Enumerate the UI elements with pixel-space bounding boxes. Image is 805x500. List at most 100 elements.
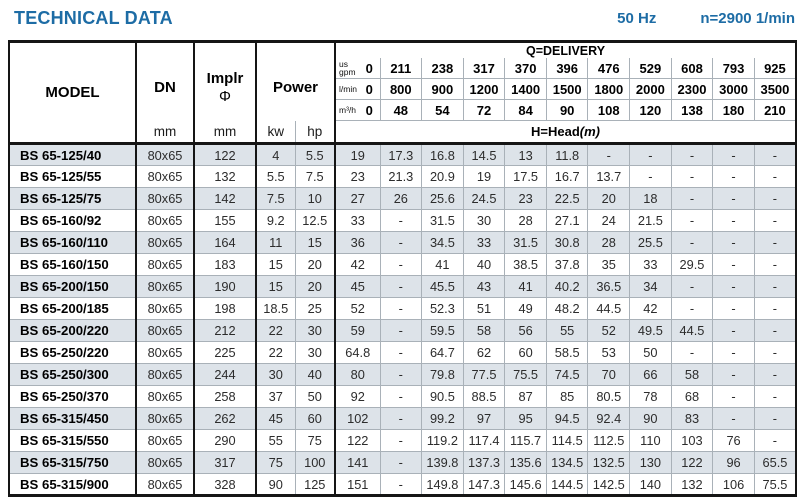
hp-cell: 10 bbox=[294, 187, 336, 210]
head-cell: 132.5 bbox=[587, 451, 630, 474]
kw-cell: 75 bbox=[255, 451, 295, 474]
head-cell: 130 bbox=[629, 451, 672, 474]
head-cell: - bbox=[753, 209, 796, 232]
head-cell: - bbox=[379, 407, 422, 430]
delivery-value: 3500 bbox=[753, 78, 796, 100]
kw-cell: 7.5 bbox=[255, 187, 295, 210]
delivery-value: 84 bbox=[504, 99, 547, 121]
hp-cell: 100 bbox=[294, 451, 336, 474]
head-cell: 141 bbox=[334, 451, 381, 474]
impeller-cell: 317 bbox=[193, 451, 256, 474]
head-cell: 144.5 bbox=[545, 473, 588, 496]
head-cell: 49.5 bbox=[629, 319, 672, 342]
table-header: MODEL DN Implr Φ Power Q=DELIVERY us gpm 0… bbox=[9, 41, 796, 145]
delivery-value: 317 bbox=[462, 58, 505, 79]
head-cell: - bbox=[753, 319, 796, 342]
head-cell: - bbox=[753, 165, 796, 188]
hp-cell: 125 bbox=[294, 473, 336, 496]
head-cell: - bbox=[712, 341, 755, 364]
table-row: BS 65-315/550 80x65 290 55 75 122-119.2 117.4 1… bbox=[9, 429, 796, 452]
delivery-value: 529 bbox=[629, 58, 672, 79]
head-cell: - bbox=[712, 297, 755, 320]
head-cell: - bbox=[753, 297, 796, 320]
table-row: BS 65-160/92 80x65 155 9.2 12.5 33-31.5 30 28 27… bbox=[9, 209, 796, 232]
head-cell: 119.2 bbox=[421, 429, 464, 452]
head-cell: 64.7 bbox=[421, 341, 464, 364]
kw-cell: 15 bbox=[255, 275, 295, 298]
head-cell: 60 bbox=[504, 341, 547, 364]
head-cell: 102 bbox=[334, 407, 381, 430]
head-cell: 52 bbox=[587, 319, 630, 342]
hp-cell: 30 bbox=[294, 341, 336, 364]
model-cell: BS 65-125/40 bbox=[9, 143, 136, 166]
model-cell: BS 65-250/300 bbox=[9, 363, 136, 386]
table-row: BS 65-125/40 80x65 122 4 5.5 19 17.3 16.8 14.5 13… bbox=[9, 143, 796, 166]
head-cell: 139.8 bbox=[421, 451, 464, 474]
head-cell: 41 bbox=[504, 275, 547, 298]
head-cell: 75.5 bbox=[753, 473, 796, 496]
model-cell: BS 65-125/55 bbox=[9, 165, 136, 188]
head-cell: 135.6 bbox=[504, 451, 547, 474]
hp-cell: 60 bbox=[294, 407, 336, 430]
head-cell: - bbox=[379, 275, 422, 298]
impeller-cell: 328 bbox=[193, 473, 256, 496]
kw-cell: 55 bbox=[255, 429, 295, 452]
page-title: TECHNICAL DATA bbox=[14, 8, 173, 28]
head-cell: 34.5 bbox=[421, 231, 464, 254]
delivery-value: 108 bbox=[587, 99, 630, 121]
head-cell: 78 bbox=[629, 385, 672, 408]
delivery-unit-label: us gpm bbox=[339, 59, 356, 77]
head-cell: 79.8 bbox=[421, 363, 464, 386]
head-cell: - bbox=[379, 253, 422, 276]
kw-cell: 15 bbox=[255, 253, 295, 276]
delivery-value: 608 bbox=[670, 58, 713, 79]
head-cell: 85 bbox=[545, 385, 588, 408]
dn-cell: 80x65 bbox=[135, 319, 194, 342]
head-cell: - bbox=[712, 187, 755, 210]
head-cell: 17.5 bbox=[504, 165, 547, 188]
head-cell: 70 bbox=[587, 363, 630, 386]
head-cell: 94.5 bbox=[545, 407, 588, 430]
delivery-value: 238 bbox=[421, 58, 464, 79]
head-cell: 14.5 bbox=[462, 143, 505, 166]
delivery-value: 72 bbox=[462, 99, 505, 121]
head-cell: 88.5 bbox=[462, 385, 505, 408]
power-unit-hp: hp bbox=[294, 120, 336, 145]
head-cell: 142.5 bbox=[587, 473, 630, 496]
impeller-cell: 198 bbox=[193, 297, 256, 320]
dn-unit: mm bbox=[135, 120, 194, 145]
head-cell: 37.8 bbox=[545, 253, 588, 276]
head-cell: - bbox=[712, 385, 755, 408]
head-cell: - bbox=[753, 143, 796, 166]
delivery-header: Q=DELIVERY bbox=[334, 41, 796, 58]
head-cell: 24.5 bbox=[462, 187, 505, 210]
table-row: BS 65-315/450 80x65 262 45 60 102-99.2 97 95 94.… bbox=[9, 407, 796, 430]
delivery-value: 3000 bbox=[712, 78, 755, 100]
head-cell: - bbox=[670, 297, 713, 320]
head-cell: 75.5 bbox=[504, 363, 547, 386]
head-cell: - bbox=[712, 275, 755, 298]
model-cell: BS 65-160/92 bbox=[9, 209, 136, 232]
head-cell: 50 bbox=[629, 341, 672, 364]
kw-cell: 5.5 bbox=[255, 165, 295, 188]
head-cell: - bbox=[670, 231, 713, 254]
head-cell: 83 bbox=[670, 407, 713, 430]
hp-cell: 7.5 bbox=[294, 165, 336, 188]
power-unit-kw: kw bbox=[255, 120, 295, 145]
head-cell: - bbox=[379, 209, 422, 232]
delivery-value: 180 bbox=[712, 99, 755, 121]
head-cell: 66 bbox=[629, 363, 672, 386]
head-cell: - bbox=[379, 385, 422, 408]
column-header-model: MODEL bbox=[9, 41, 136, 145]
impeller-cell: 225 bbox=[193, 341, 256, 364]
kw-cell: 9.2 bbox=[255, 209, 295, 232]
column-header-power: Power bbox=[254, 41, 336, 121]
head-cell: 21.3 bbox=[379, 165, 422, 188]
impeller-cell: 190 bbox=[193, 275, 256, 298]
table-body: BS 65-125/40 80x65 122 4 5.5 19 17.3 16.8 14.5 13… bbox=[9, 143, 796, 496]
hp-cell: 50 bbox=[294, 385, 336, 408]
head-cell: 151 bbox=[334, 473, 381, 496]
head-cell: 33 bbox=[629, 253, 672, 276]
head-cell: 51 bbox=[462, 297, 505, 320]
head-cell: - bbox=[670, 187, 713, 210]
